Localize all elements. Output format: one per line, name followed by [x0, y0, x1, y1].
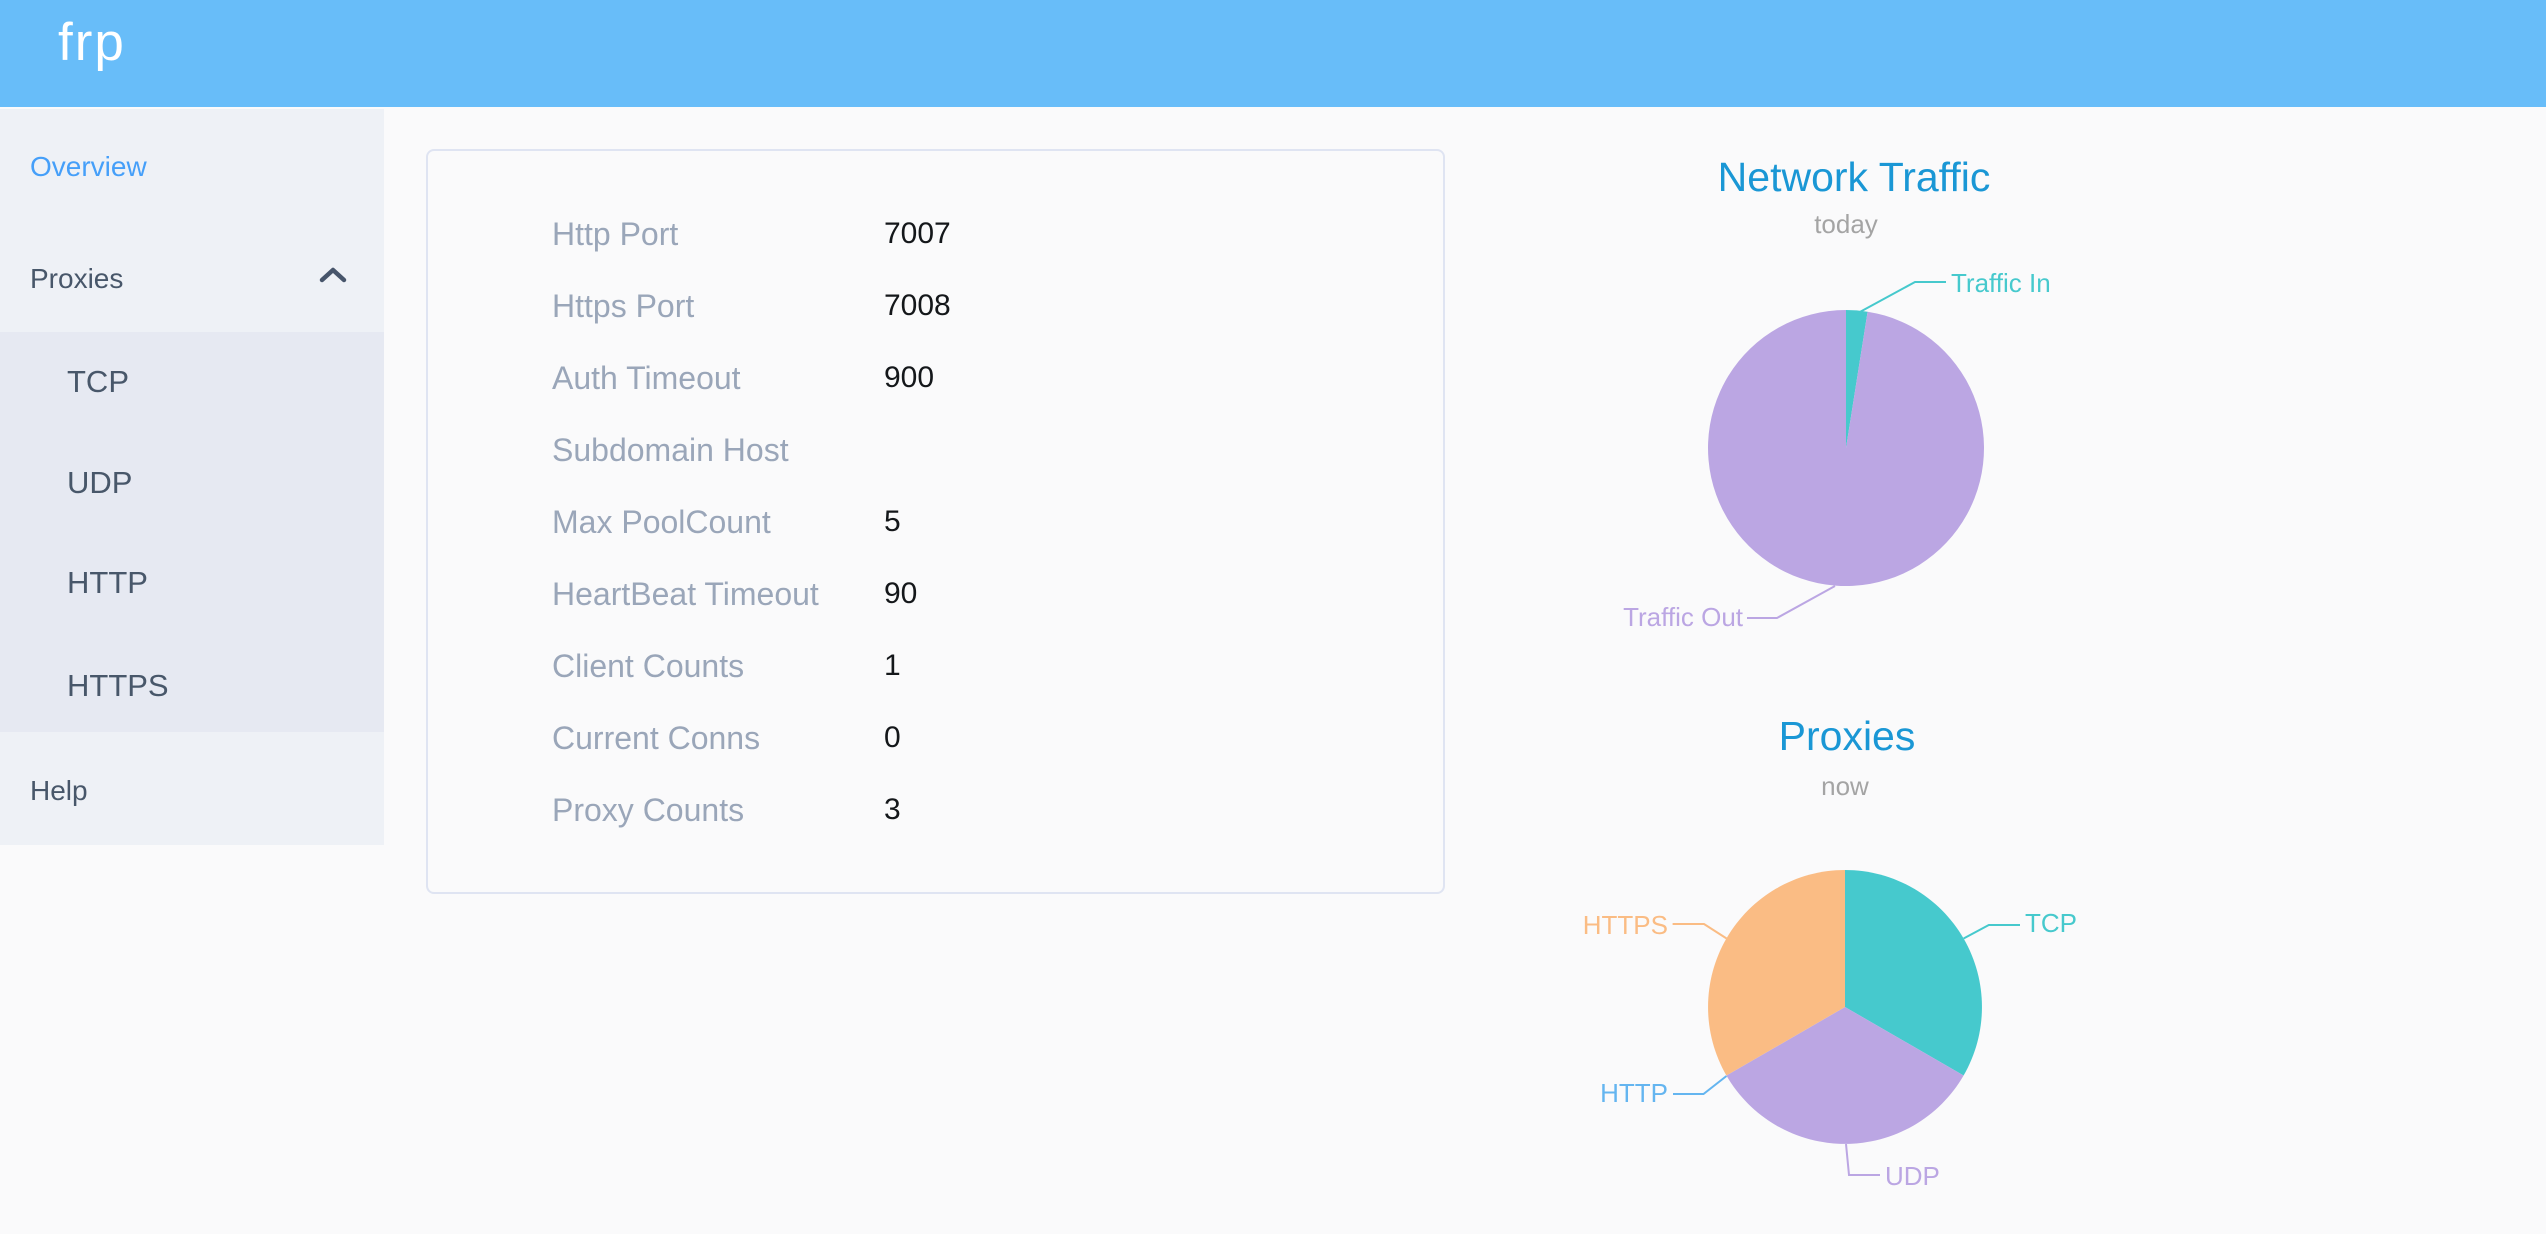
- svg-text:UDP: UDP: [1885, 1161, 1940, 1191]
- svg-text:Traffic In: Traffic In: [1951, 268, 2051, 298]
- svg-text:TCP: TCP: [2025, 908, 2077, 938]
- svg-text:HTTPS: HTTPS: [1583, 910, 1668, 940]
- svg-text:today: today: [1814, 209, 1878, 239]
- svg-text:now: now: [1821, 771, 1869, 801]
- svg-text:Network Traffic: Network Traffic: [1718, 154, 1991, 200]
- svg-text:Proxies: Proxies: [1779, 713, 1916, 759]
- svg-text:Traffic Out: Traffic Out: [1623, 602, 1744, 632]
- svg-text:HTTP: HTTP: [1600, 1078, 1668, 1108]
